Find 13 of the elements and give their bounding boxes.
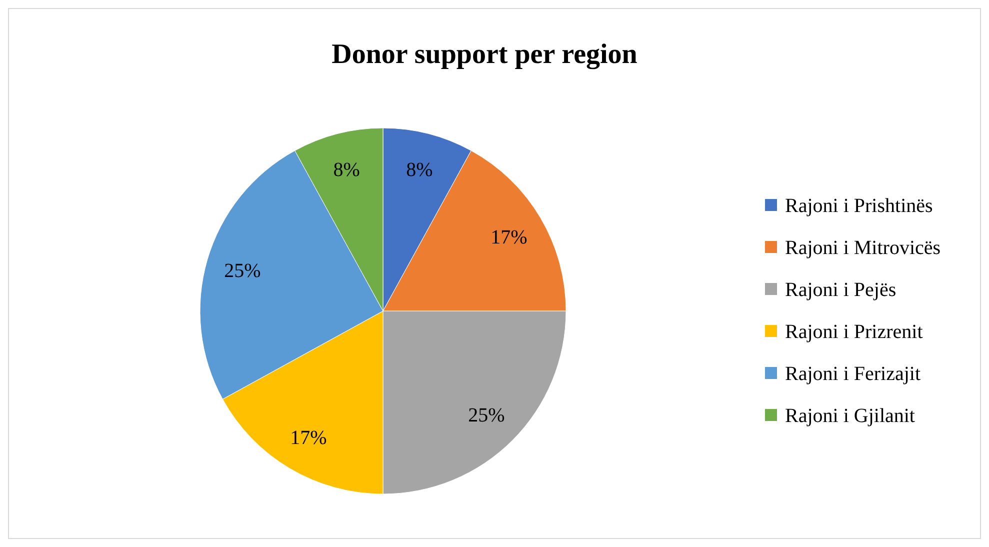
legend-label: Rajoni i Gjilanit	[785, 405, 916, 427]
legend-label: Rajoni i Pejës	[785, 279, 896, 301]
legend-label: Rajoni i Ferizajit	[785, 363, 921, 385]
data-label: 8%	[333, 159, 360, 182]
legend-label: Rajoni i Prishtinës	[785, 195, 933, 217]
legend-label: Rajoni i Prizrenit	[785, 321, 924, 343]
data-label: 25%	[468, 404, 505, 427]
data-label: 8%	[406, 159, 433, 182]
data-label: 17%	[290, 427, 327, 450]
data-label: 17%	[490, 226, 528, 248]
legend-label: Rajoni i Mitrovicës	[785, 237, 941, 259]
data-label: 25%	[224, 260, 261, 282]
chart-title: Donor support per region	[332, 39, 638, 70]
